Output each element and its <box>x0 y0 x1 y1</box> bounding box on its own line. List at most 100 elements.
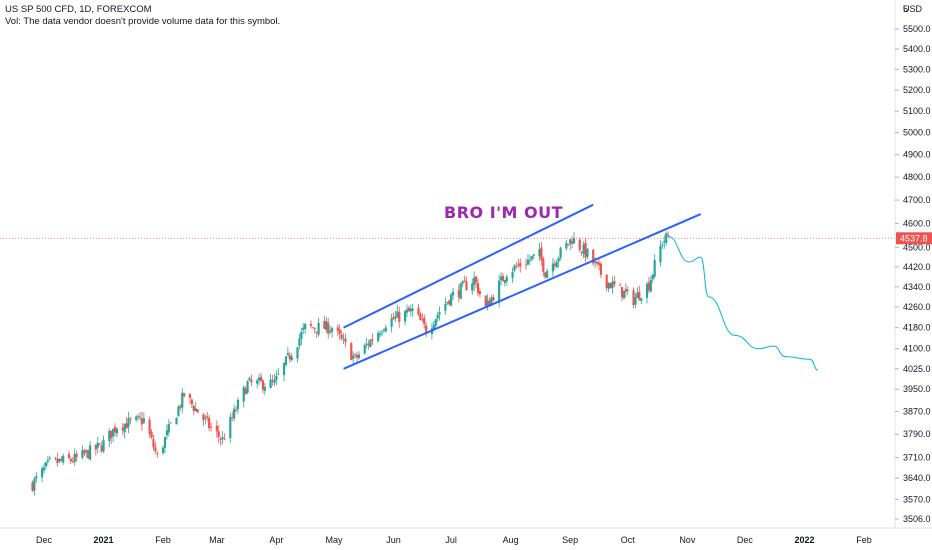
candle-body <box>532 254 535 256</box>
candle-body <box>357 354 361 359</box>
candle-body <box>46 460 49 462</box>
candle-body <box>584 242 587 258</box>
candle-body <box>663 240 666 243</box>
candle-body <box>123 424 126 433</box>
candle-body <box>40 468 44 478</box>
time-label: Oct <box>621 535 636 545</box>
candle-body <box>98 443 101 445</box>
candle-body <box>471 283 474 291</box>
candle-body <box>309 324 313 326</box>
candle-body <box>544 272 547 278</box>
candle-body <box>342 338 345 340</box>
price-scale[interactable]: 5500.0 5400.0 5300.0 5200.0 5100.0 5000.0 4900… <box>894 0 932 528</box>
candle-body <box>204 417 207 419</box>
candle-body <box>277 373 280 375</box>
candle-body <box>206 416 209 418</box>
candle-body <box>524 264 528 266</box>
candle-body <box>626 289 629 291</box>
candle-body <box>371 339 374 341</box>
time-axis[interactable]: Dec 2021 Feb Mar Apr May Jun Jul Aug Sep Oct Nov Dec… <box>0 527 932 545</box>
price-label: 4600.0 <box>903 218 931 228</box>
candle-body <box>528 259 531 261</box>
candle-body <box>476 283 480 294</box>
time-label: Mar <box>209 535 225 545</box>
candle-body <box>163 437 167 448</box>
candle-body <box>597 262 601 265</box>
candle-body <box>81 450 84 458</box>
candle-body <box>242 387 245 402</box>
candle-body <box>519 263 522 267</box>
candle-body <box>140 418 144 425</box>
candle-body <box>526 259 530 265</box>
candle-body <box>221 437 224 439</box>
candle-body <box>208 418 211 429</box>
candle-body <box>571 240 574 244</box>
candle-body <box>640 298 643 301</box>
candle-body <box>501 275 505 282</box>
current-price-tag[interactable] <box>896 232 932 245</box>
candle-body <box>582 244 585 254</box>
candle-body <box>31 482 34 491</box>
candle-body <box>135 416 138 420</box>
projection-path[interactable] <box>668 236 819 371</box>
channel-lower-line[interactable] <box>343 213 702 370</box>
currency-label: USD <box>903 4 923 14</box>
candle-body <box>329 330 332 333</box>
candle-body <box>624 288 627 292</box>
candle-body <box>567 244 570 246</box>
candle-body <box>327 322 330 334</box>
candle-body <box>344 338 347 342</box>
candle-body <box>398 312 401 322</box>
candle-body <box>377 333 380 342</box>
drawings-layer <box>0 203 895 371</box>
candle-body <box>438 312 441 315</box>
candle-body <box>234 410 238 411</box>
candle-body <box>273 379 276 383</box>
candle-body <box>269 379 272 389</box>
candle-body <box>58 458 61 462</box>
candle-body <box>317 322 320 335</box>
candle-body <box>446 302 449 304</box>
candle-body <box>613 280 616 285</box>
candle-body <box>196 409 199 413</box>
candles-layer <box>31 231 670 496</box>
price-label: 5100.0 <box>903 106 931 116</box>
candle-body <box>323 321 326 329</box>
candle-body <box>156 453 159 455</box>
candle-body <box>380 332 384 334</box>
candle-body <box>409 308 412 312</box>
candle-body <box>83 450 86 454</box>
candle-body <box>530 256 533 260</box>
candle-body <box>355 355 359 358</box>
candle-body <box>611 281 614 289</box>
candle-body <box>150 432 153 438</box>
candle-body <box>542 258 545 272</box>
candle-body <box>647 282 651 291</box>
time-label: 2022 <box>794 535 814 545</box>
candle-body <box>42 467 46 471</box>
currency-button[interactable]: USD <box>902 4 924 14</box>
candle-body <box>136 416 140 417</box>
candle-body <box>190 399 193 405</box>
candle-body <box>417 307 420 315</box>
candle-body <box>85 450 88 453</box>
symbol-title[interactable]: US SP 500 CFD, 1D, FOREXCOM <box>5 4 152 15</box>
time-label: Feb <box>155 535 171 545</box>
candle-body <box>113 426 117 433</box>
candle-body <box>298 338 301 346</box>
candle-body <box>94 444 97 450</box>
candle-body <box>62 455 65 463</box>
candle-body <box>411 308 414 311</box>
candle-body <box>152 439 155 448</box>
channel-upper-line[interactable] <box>343 203 594 329</box>
candle-body <box>538 249 541 257</box>
candle-body <box>73 453 76 462</box>
annotation-text[interactable]: BRO I'M OUT <box>444 203 564 222</box>
candle-body <box>108 430 111 442</box>
price-label: 3710.0 <box>903 452 931 462</box>
candle-body <box>179 405 182 408</box>
candle-body <box>595 261 599 264</box>
candle-body <box>148 419 151 434</box>
candle-body <box>102 440 105 452</box>
